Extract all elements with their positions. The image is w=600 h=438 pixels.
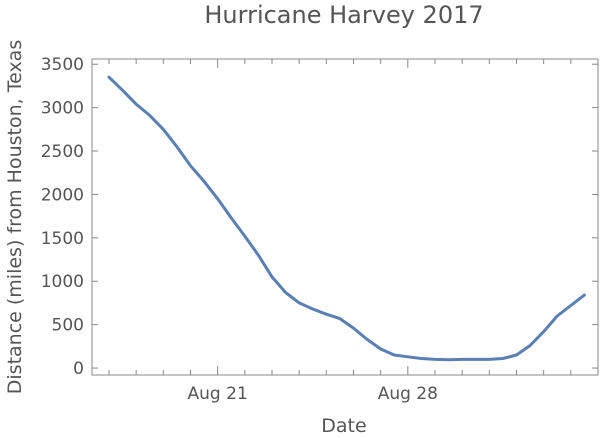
y-tick-label: 3500	[41, 55, 84, 75]
y-tick-label: 1000	[41, 272, 84, 292]
series-line	[107, 75, 586, 362]
x-axis-label: Date	[321, 415, 366, 437]
y-tick-label: 500	[52, 316, 84, 336]
y-tick-label: 2000	[41, 185, 84, 205]
plot-frame	[91, 58, 599, 376]
y-tick-label: 0	[73, 359, 84, 379]
x-tick-label: Aug 28	[378, 384, 438, 404]
y-tick-label: 1500	[41, 229, 84, 249]
y-axis: 0 500 1000 1500 2000 2500 3000 3500	[41, 55, 598, 379]
y-tick-label: 3000	[41, 99, 84, 119]
y-axis-label: Distance (miles) from Houston, Texas	[4, 40, 26, 394]
chart-title: Hurricane Harvey 2017	[204, 1, 483, 29]
x-axis: Aug 21 Aug 28	[108, 59, 572, 404]
x-tick-label: Aug 21	[188, 384, 248, 404]
y-tick-label: 2500	[41, 142, 84, 162]
